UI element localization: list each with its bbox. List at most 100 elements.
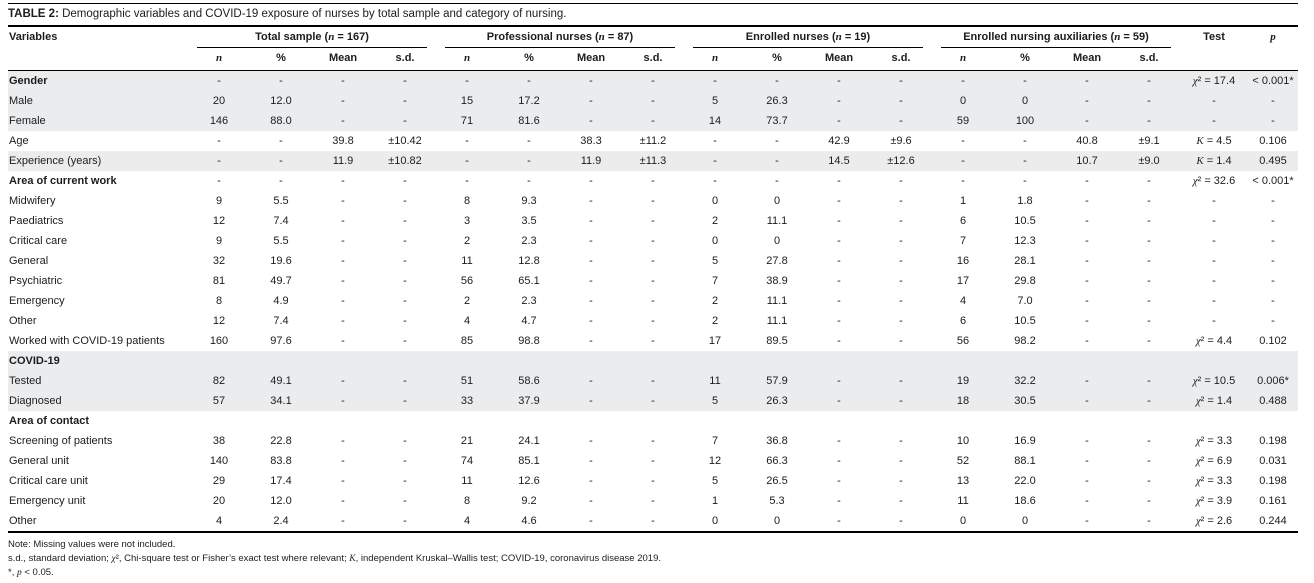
table-header: Variables Total sample (n = 167) Professio… [8,27,1298,71]
table-cell: - [527,134,531,147]
table-cell: - [651,234,655,247]
table-cell: - [651,294,655,307]
col-subheader-1-1: % [498,49,560,71]
p-value-cell: - [1248,91,1298,111]
table-cell: - [589,214,593,227]
table-cell: - [870,111,932,131]
table-cell: 34.1 [250,391,312,411]
table-cell: - [1056,91,1118,111]
table-cell: 58.6 [498,371,560,391]
table-cell: ±9.1 [1138,134,1160,147]
table-cell: - [651,454,655,467]
table-cell: 10.5 [1014,214,1036,227]
table-cell [746,351,808,371]
col-subheader-2-1: % [746,49,808,71]
table-cell: 20 [188,91,250,111]
table-cell: - [250,151,312,171]
row-label: Male [8,91,188,111]
row-label: Emergency unit [9,494,86,507]
p-value-cell [1248,411,1298,431]
table-row: Psychiatric 81 49.7 - - 56 65.1 - - 7 38.9 - - 17 29.8… [8,271,1298,291]
table-cell: 5 [684,391,746,411]
table-cell: 140 [209,454,229,467]
table-cell: 82 [188,371,250,391]
table-cell: - [899,194,903,207]
table-cell [622,351,684,371]
table-cell: 36.8 [766,434,788,447]
table-cell [1118,411,1180,431]
row-label: Screening of patients [9,434,113,447]
table-cell: - [746,70,808,91]
table-cell: - [1118,371,1180,391]
table-cell: - [1118,70,1180,91]
table-cell: 3.5 [521,214,537,227]
table-cell: - [1147,314,1151,327]
table-cell [622,411,684,431]
table-row: Critical care unit 29 17.4 - - 11 12.6 - - 5 26.5 -… [8,471,1298,491]
test-cell: - [1212,274,1216,287]
table-cell [312,351,374,371]
table-cell: - [560,391,622,411]
table-notes: Note: Missing values were not included. … [8,533,1306,580]
table-cell: 38.9 [766,274,788,287]
table-cell: - [899,334,903,347]
table-cell: - [341,514,345,527]
table-cell: 12.3 [1014,234,1036,247]
table-cell: 12.0 [250,91,312,111]
table-cell: 24.1 [518,434,540,447]
table-row: Area of contact [8,411,1298,431]
table-cell: 11 [461,254,473,267]
p-value-cell: 0.102 [1259,334,1287,347]
table-cell: 11.1 [766,314,788,327]
table-cell: - [374,91,436,111]
p-value-cell: - [1248,111,1298,131]
table-cell: 65.1 [518,274,540,287]
table-cell: - [589,274,593,287]
table-cell: - [341,454,345,467]
table-cell: - [1147,334,1151,347]
row-label: Psychiatric [9,274,63,287]
table-cell: - [589,334,593,347]
table-cell: - [403,194,407,207]
col-group-header-1: Professional nurses (n = 87) [436,27,684,49]
table-cell: - [403,494,407,507]
col-subheader-2-3: s.d. [870,49,932,71]
table-cell: - [1056,70,1118,91]
table-cell: - [622,111,684,131]
table-cell: - [870,391,932,411]
table-cell: 12 [708,454,722,467]
table-cell: - [403,454,407,467]
table-cell: - [341,434,345,447]
table-cell: - [465,134,469,147]
table-cell: - [1147,214,1151,227]
table-cell: - [899,174,903,187]
table-row: Area of current work - - - - - - - - - - - - - - - - χ² =… [8,171,1298,191]
table-cell: - [403,334,407,347]
table-cell: 2.4 [273,514,289,527]
table-row: General 32 19.6 - - 11 12.8 - - 5 27.8 - - 16 28.1 - - - - [8,251,1298,271]
table-wrap: Variables Total sample (n = 167) Professio… [8,27,1298,533]
row-label: Area of current work [9,174,117,187]
p-value-cell: 0.006* [1248,371,1298,391]
test-cell: χ² = 1.4 [1180,391,1248,411]
table-cell [188,411,250,431]
p-value-cell: - [1271,234,1275,247]
table-cell: - [651,194,655,207]
demographics-table: Variables Total sample (n = 167) Professio… [8,27,1298,531]
table-cell: - [1147,274,1151,287]
table-cell: - [775,134,779,147]
table-cell: - [1147,234,1151,247]
row-label: Critical care [9,234,68,247]
table-cell: - [1147,294,1151,307]
table-cell: - [837,194,841,207]
table-body: Gender - - - - - - - - - - - - - - - - χ² = 17.4 < 0.001* M… [8,70,1298,532]
table-cell: 19.6 [270,254,292,267]
table-cell: 8 [463,194,471,207]
table-cell: 27.8 [766,254,788,267]
table-cell: - [589,174,593,187]
table-cell: 26.5 [766,474,788,487]
row-label: Tested [8,371,188,391]
table-cell: 5.5 [273,194,289,207]
table-cell: 4 [463,514,471,527]
